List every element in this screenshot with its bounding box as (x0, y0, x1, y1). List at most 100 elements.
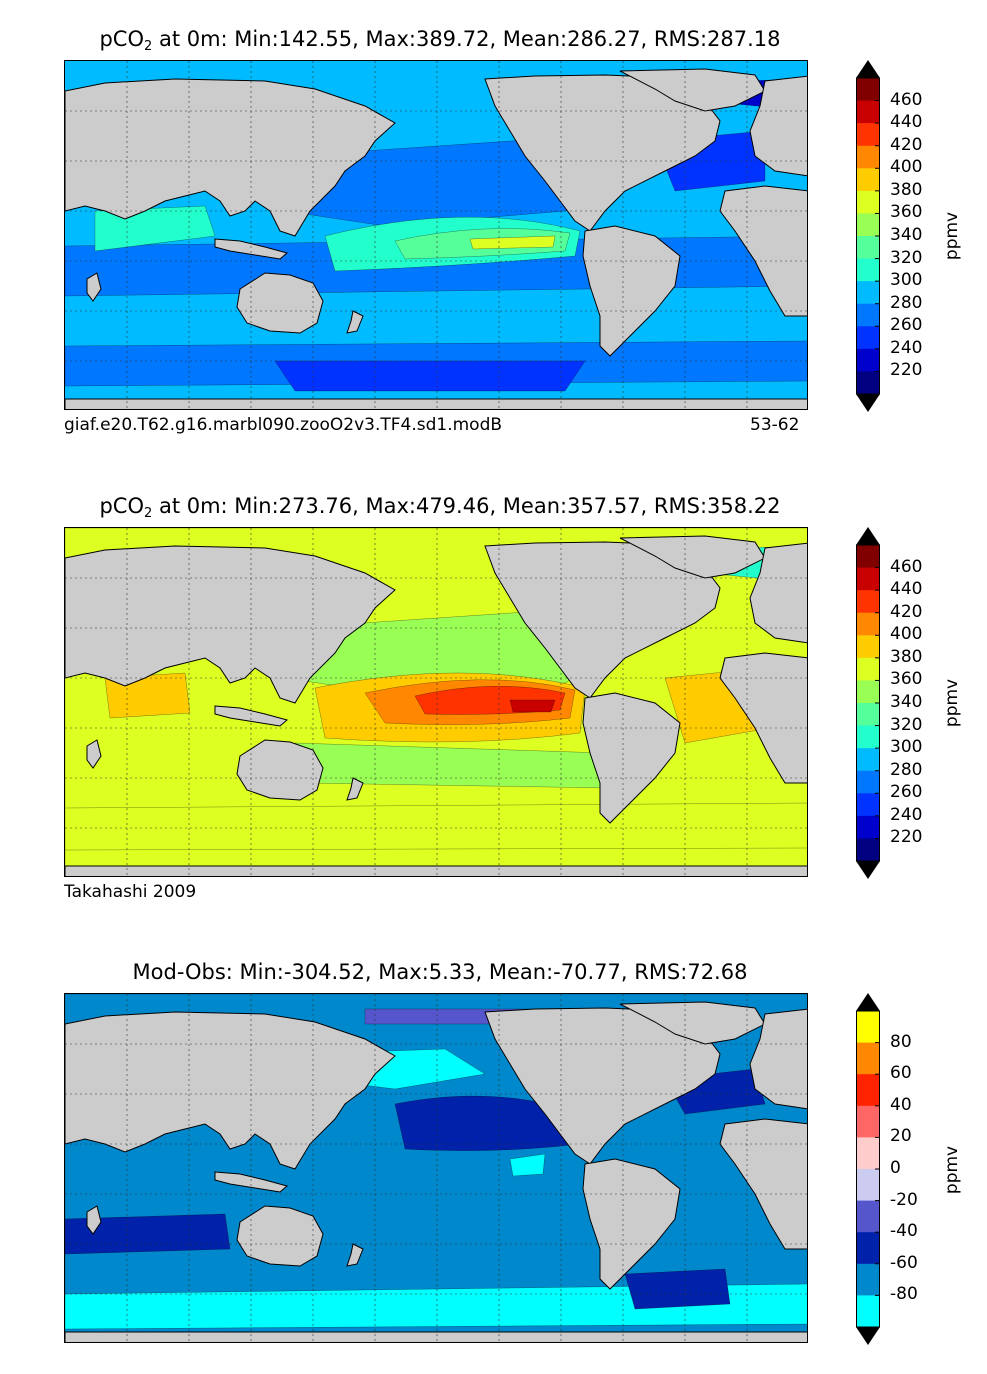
map2-equatorial-max (509, 699, 556, 713)
cbar1-segment-4 (856, 168, 880, 192)
cbar3-segment-0 (856, 1011, 880, 1044)
map3-southern-ocean-anomaly (65, 1283, 807, 1330)
map2-indonesia-land (214, 705, 289, 727)
map3-new-zealand-land (346, 1243, 364, 1267)
cbar3-segment-1 (856, 1042, 880, 1075)
panel2-colorbar (856, 527, 880, 879)
map2-greenland-land (619, 535, 766, 579)
cbar2-svg (856, 527, 880, 879)
cbar1-segment-2 (856, 123, 880, 147)
cbar2-segment-8 (856, 725, 880, 749)
cbar1-tick-label: 240 (890, 337, 923, 358)
cbar3-extend-bottom (856, 1327, 880, 1345)
panel3-colorbar-unit: ppmv (942, 1145, 963, 1195)
panel3-colorbar (856, 993, 880, 1345)
map3-europe-east-land (749, 1008, 807, 1110)
cbar2-segment-3 (856, 612, 880, 636)
cbar3-tick-label: 40 (890, 1094, 912, 1115)
map3-madagascar-land (86, 1205, 102, 1235)
panel2-colorbar-unit: ppmv (942, 678, 963, 728)
map2-antarctica-land (65, 865, 807, 876)
cbar3-tick-label: 20 (890, 1126, 912, 1147)
cbar3-tick-label: -60 (890, 1252, 918, 1273)
cbar1-segment-0 (856, 78, 880, 102)
cbar2-tick-label: 280 (890, 759, 923, 780)
cbar1-segment-6 (856, 213, 880, 237)
map2-africa-land (719, 652, 807, 784)
map1-svg (65, 61, 807, 409)
cbar2-tick-label: 340 (890, 692, 923, 712)
cbar1-segment-10 (856, 303, 880, 327)
cbar1-tick-label: 320 (890, 247, 923, 268)
map1-madagascar-land (86, 272, 102, 302)
cbar3-segment-9 (856, 1295, 880, 1328)
map3-antarctica-land (65, 1331, 807, 1342)
cbar2-segment-6 (856, 680, 880, 704)
cbar3-svg (856, 993, 880, 1345)
cbar1-tick-label: 300 (890, 270, 923, 291)
cbar2-extend-top (856, 527, 880, 545)
cbar1-extend-top (856, 60, 880, 78)
panel1-caption-right: 53-62 (750, 415, 800, 435)
map3-eurasia-land (65, 1011, 396, 1170)
panel3-title: Mod-Obs: Min:-304.52, Max:5.33, Mean:-70… (132, 960, 748, 984)
map1-africa-land (719, 185, 807, 317)
map1-southern-deep (274, 360, 586, 392)
cbar2-segment-13 (856, 838, 880, 862)
cbar2-segment-12 (856, 815, 880, 839)
cbar1-segment-3 (856, 145, 880, 169)
cbar1-svg (856, 60, 880, 412)
panel1-colorbar (856, 60, 880, 412)
cbar2-segment-9 (856, 748, 880, 772)
cbar2-extend-bottom (856, 861, 880, 879)
cbar3-segment-4 (856, 1137, 880, 1170)
cbar1-tick-label: 400 (890, 157, 923, 178)
cbar2-tick-label: 420 (890, 601, 923, 622)
map1-indonesia-land (214, 238, 289, 260)
cbar2-segment-4 (856, 635, 880, 659)
cbar2-segment-11 (856, 793, 880, 817)
cbar1-tick-label: 220 (890, 360, 923, 381)
cbar2-tick-label: 380 (890, 646, 923, 667)
cbar1-tick-label: 260 (890, 315, 923, 336)
map3-svg (65, 994, 807, 1342)
panel2-map (64, 527, 808, 877)
map3-australia-land (236, 1205, 324, 1267)
cbar2-segment-0 (856, 545, 880, 569)
map3-equatorial-patch (509, 1153, 546, 1177)
cbar3-segment-7 (856, 1232, 880, 1265)
cbar2-tick-label: 220 (890, 827, 923, 848)
map2-new-zealand-land (346, 777, 364, 801)
panel1-title: pCO2 at 0m: Min:142.55, Max:389.72, Mean… (99, 27, 781, 54)
map1-eurasia-land (65, 78, 396, 237)
cbar1-tick-label: 380 (890, 179, 923, 200)
map3-indonesia-land (214, 1171, 289, 1193)
cbar1-segment-12 (856, 348, 880, 372)
panel2-caption-left: Takahashi 2009 (64, 882, 197, 902)
map2-eurasia-land (65, 545, 396, 704)
cbar1-tick-label: 280 (890, 292, 923, 313)
cbar3-segment-6 (856, 1200, 880, 1233)
cbar3-tick-label: 60 (890, 1063, 912, 1084)
cbar2-tick-label: 360 (890, 669, 923, 690)
map1-antarctica-land (65, 398, 807, 409)
panel1-colorbar-unit: ppmv (942, 211, 963, 261)
map2-australia-land (236, 739, 324, 801)
cbar3-tick-label: -40 (890, 1221, 918, 1242)
map2-svg (65, 528, 807, 876)
cbar2-tick-label: 260 (890, 782, 923, 803)
cbar3-segment-8 (856, 1263, 880, 1296)
cbar1-extend-bottom (856, 394, 880, 412)
cbar3-extend-top (856, 993, 880, 1011)
cbar2-segment-2 (856, 590, 880, 614)
panel2-title: pCO2 at 0m: Min:273.76, Max:479.46, Mean… (99, 494, 781, 521)
cbar1-tick-label: 440 (890, 112, 923, 133)
cbar2-segment-5 (856, 657, 880, 681)
cbar1-segment-7 (856, 236, 880, 260)
cbar2-segment-7 (856, 703, 880, 727)
cbar1-tick-label: 420 (890, 134, 923, 155)
cbar1-segment-13 (856, 371, 880, 395)
cbar2-tick-label: 320 (890, 714, 923, 735)
cbar2-tick-label: 400 (890, 624, 923, 645)
cbar1-segment-5 (856, 190, 880, 214)
